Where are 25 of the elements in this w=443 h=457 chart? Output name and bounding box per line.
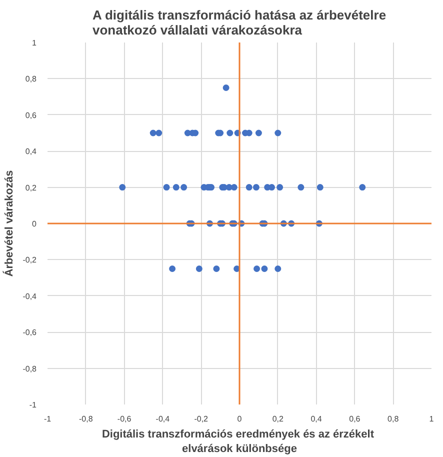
- y-tick-label: -0,2: [22, 256, 38, 265]
- x-tick-label: 0,4: [310, 414, 322, 424]
- x-tick-label: 0,6: [349, 414, 361, 424]
- y-tick-label: -1: [29, 400, 38, 410]
- x-tick-label: 0: [237, 414, 242, 424]
- x-tick-label: -0,2: [194, 414, 209, 424]
- x-tick-label: 0,8: [388, 414, 400, 424]
- x-tick-label: -0,8: [79, 414, 94, 424]
- y-tick-label: -0,4: [22, 292, 38, 301]
- y-tick-label: 0,4: [25, 147, 38, 156]
- x-tick-label: -1: [44, 414, 52, 424]
- y-axis-title: Árbevétel várakozás: [2, 170, 16, 277]
- x-tick-label: -0,4: [156, 414, 170, 424]
- y-tick-label: 0: [32, 220, 38, 228]
- chart-title: A digitális transzformáció hatása az árbevételre vonatkozó vállalati várakozásokra: [92, 8, 386, 38]
- x-tick-label: 1: [429, 414, 434, 424]
- x-axis-title: Digitális transzformációs eredmények és az érzékelt elvárások különbsége: [102, 428, 374, 455]
- y-tick-label: 0,2: [25, 183, 38, 192]
- y-tick-label: 0,8: [25, 74, 38, 84]
- x-tick-label: -0,6: [117, 414, 132, 424]
- y-tick-label: -0,8: [22, 364, 38, 374]
- y-tick-label: -0,6: [22, 328, 38, 338]
- x-tick-label: 0,2: [272, 414, 284, 424]
- y-tick-label: 0,6: [25, 110, 38, 120]
- y-tick-label: 1: [32, 38, 38, 48]
